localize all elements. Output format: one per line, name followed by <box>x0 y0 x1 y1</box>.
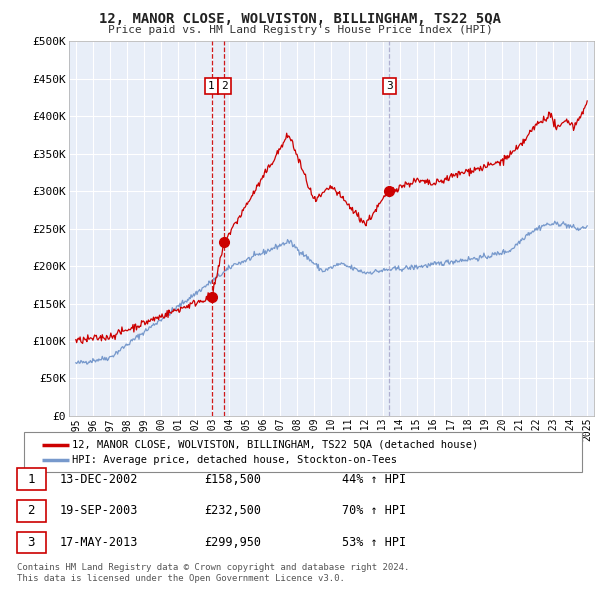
Text: 1: 1 <box>208 81 215 91</box>
Text: 53% ↑ HPI: 53% ↑ HPI <box>342 536 406 549</box>
Text: 17-MAY-2013: 17-MAY-2013 <box>60 536 139 549</box>
Text: 44% ↑ HPI: 44% ↑ HPI <box>342 473 406 486</box>
Text: £232,500: £232,500 <box>204 504 261 517</box>
Text: £299,950: £299,950 <box>204 536 261 549</box>
Text: Price paid vs. HM Land Registry's House Price Index (HPI): Price paid vs. HM Land Registry's House … <box>107 25 493 35</box>
Text: 12, MANOR CLOSE, WOLVISTON, BILLINGHAM, TS22 5QA: 12, MANOR CLOSE, WOLVISTON, BILLINGHAM, … <box>99 12 501 26</box>
Text: Contains HM Land Registry data © Crown copyright and database right 2024.: Contains HM Land Registry data © Crown c… <box>17 563 409 572</box>
Text: 2: 2 <box>221 81 228 91</box>
Text: £158,500: £158,500 <box>204 473 261 486</box>
Text: 3: 3 <box>386 81 392 91</box>
Text: 1: 1 <box>28 473 35 486</box>
Text: 70% ↑ HPI: 70% ↑ HPI <box>342 504 406 517</box>
Text: This data is licensed under the Open Government Licence v3.0.: This data is licensed under the Open Gov… <box>17 574 344 583</box>
Text: HPI: Average price, detached house, Stockton-on-Tees: HPI: Average price, detached house, Stoc… <box>72 455 397 465</box>
Text: 13-DEC-2002: 13-DEC-2002 <box>60 473 139 486</box>
Text: 2: 2 <box>28 504 35 517</box>
Text: 19-SEP-2003: 19-SEP-2003 <box>60 504 139 517</box>
Text: 3: 3 <box>28 536 35 549</box>
Text: 12, MANOR CLOSE, WOLVISTON, BILLINGHAM, TS22 5QA (detached house): 12, MANOR CLOSE, WOLVISTON, BILLINGHAM, … <box>72 440 478 450</box>
